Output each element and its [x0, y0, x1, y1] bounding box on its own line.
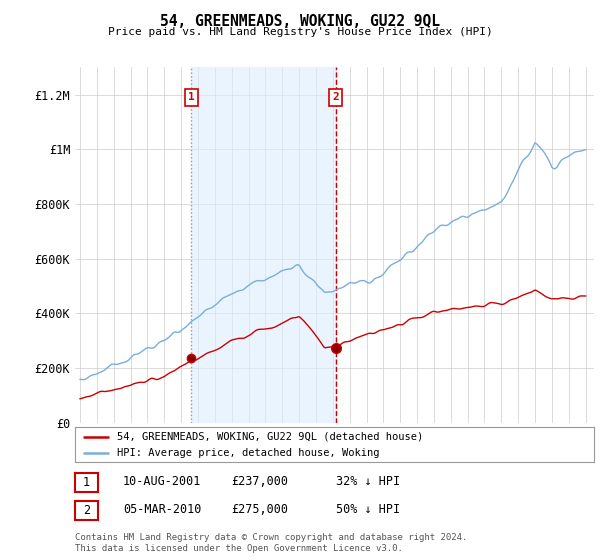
Text: 54, GREENMEADS, WOKING, GU22 9QL: 54, GREENMEADS, WOKING, GU22 9QL: [160, 14, 440, 29]
Text: 2: 2: [83, 504, 90, 517]
Text: 1: 1: [188, 92, 195, 102]
Text: 10-AUG-2001: 10-AUG-2001: [123, 475, 202, 488]
Text: £237,000: £237,000: [231, 475, 288, 488]
Text: 05-MAR-2010: 05-MAR-2010: [123, 503, 202, 516]
Text: 50% ↓ HPI: 50% ↓ HPI: [336, 503, 400, 516]
Text: £275,000: £275,000: [231, 503, 288, 516]
Text: 32% ↓ HPI: 32% ↓ HPI: [336, 475, 400, 488]
Text: 2: 2: [332, 92, 339, 102]
Text: 1: 1: [83, 476, 90, 489]
Text: This data is licensed under the Open Government Licence v3.0.: This data is licensed under the Open Gov…: [75, 544, 403, 553]
Bar: [191, 67, 335, 423]
Text: HPI: Average price, detached house, Woking: HPI: Average price, detached house, Woki…: [116, 449, 379, 458]
Text: Contains HM Land Registry data © Crown copyright and database right 2024.: Contains HM Land Registry data © Crown c…: [75, 533, 467, 542]
Text: Price paid vs. HM Land Registry's House Price Index (HPI): Price paid vs. HM Land Registry's House …: [107, 27, 493, 37]
Text: 54, GREENMEADS, WOKING, GU22 9QL (detached house): 54, GREENMEADS, WOKING, GU22 9QL (detach…: [116, 432, 423, 442]
